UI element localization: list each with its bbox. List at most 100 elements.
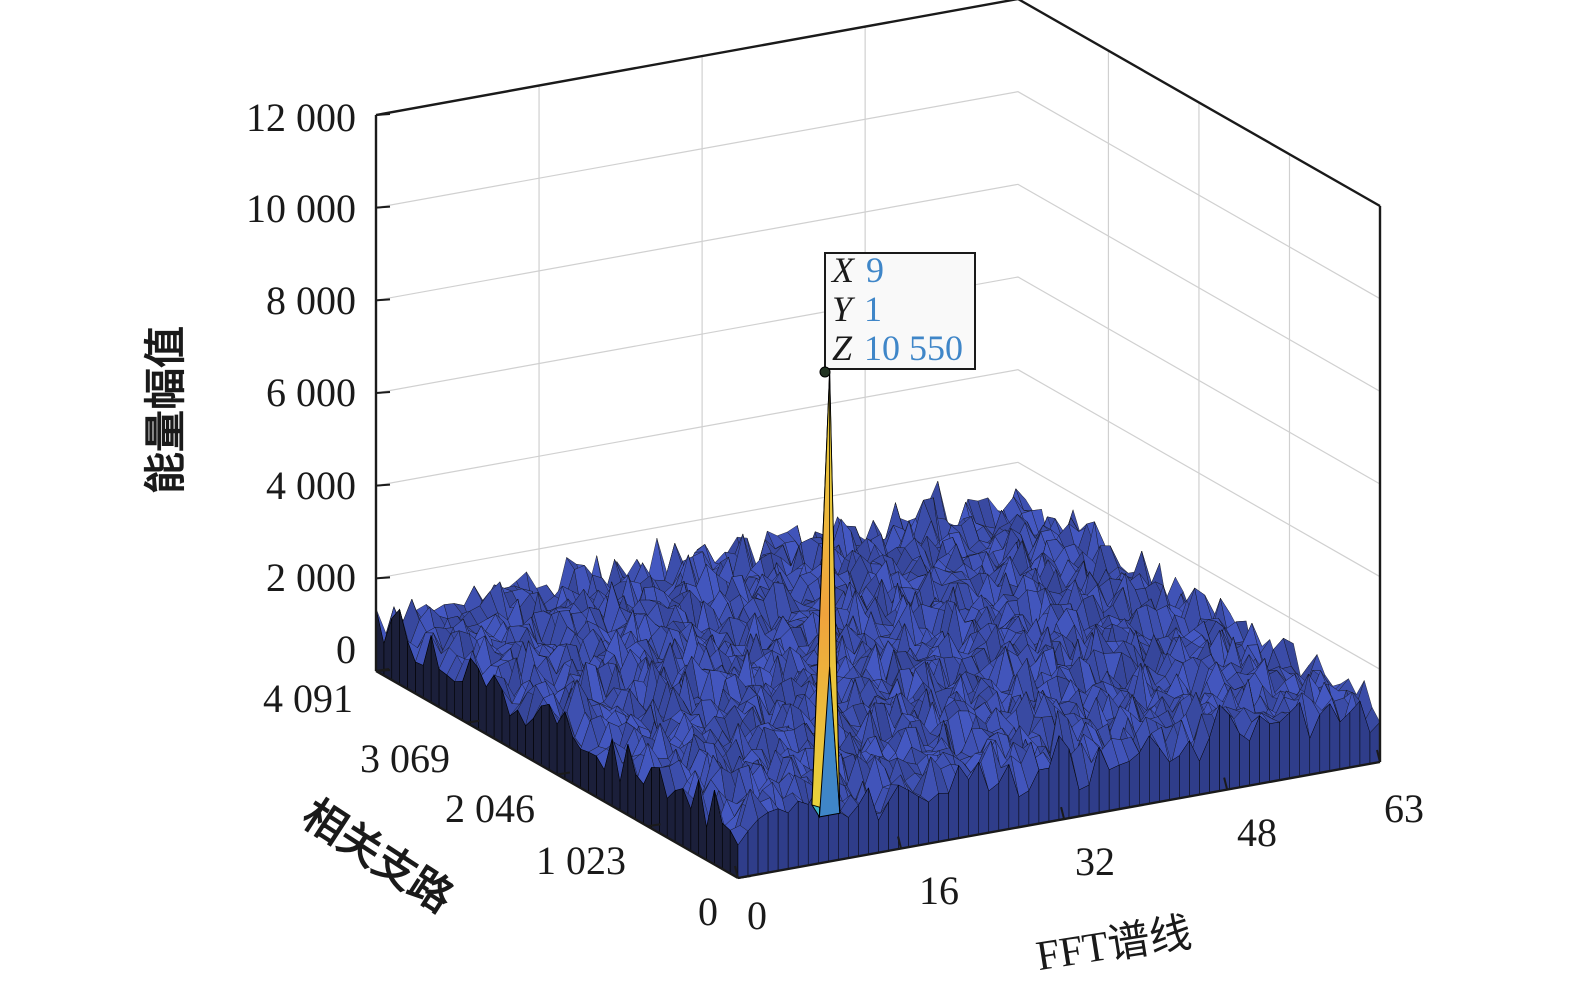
surface-front-facet: [1128, 752, 1140, 808]
x-tick-label: 0: [747, 893, 767, 938]
data-tip-x-value: 9: [866, 250, 884, 290]
surface-front-facet: [928, 792, 939, 844]
y-tick-mark: [375, 668, 390, 672]
z-tick-labels: 0 2 000 4 000 6 000 8 000 10 000 12 000: [246, 95, 356, 672]
grid-line-z: [375, 91, 1381, 300]
surface-side-facet: [674, 788, 684, 848]
grid-line-z: [375, 369, 1381, 578]
grid-line-z: [375, 276, 1381, 485]
data-tip-y-value: 1: [864, 289, 882, 329]
surface-side-facet: [540, 703, 550, 771]
axis-edge: [1017, 0, 1381, 208]
data-tip-z-row: Z 10 550: [832, 328, 963, 368]
surface-side-facet: [651, 767, 660, 834]
data-tip-marker: [819, 366, 831, 378]
grid-line-z: [375, 0, 1381, 207]
surface-front-facet: [1169, 755, 1180, 801]
surface-side-facet: [470, 657, 479, 731]
surface-front-facet: [1149, 734, 1160, 804]
x-tick-mark: [1060, 806, 1066, 820]
surface-front-facet: [1289, 701, 1300, 779]
surface-side-facet: [588, 751, 597, 798]
z-tick-label: 4 000: [266, 463, 356, 508]
surface-front-facet: [1078, 784, 1090, 817]
surface-front-facet: [757, 811, 769, 875]
surface-side-facet: [438, 668, 448, 713]
y-tick-label: 3 069: [360, 736, 450, 781]
surface-front-facet: [1118, 760, 1130, 810]
z-tick-label: 12 000: [246, 95, 356, 140]
y-tick-mark: [737, 875, 752, 879]
surface-front-facet: [767, 808, 779, 873]
surface-front-facet: [938, 792, 949, 843]
z-tick-label: 0: [336, 627, 356, 672]
data-tip-box: [824, 252, 976, 370]
x-tick-label: 32: [1075, 839, 1115, 884]
surface-front-facet: [1018, 790, 1030, 828]
surface-front-facet: [787, 800, 799, 870]
y-tick-label: 0: [698, 889, 718, 934]
surface-front-facet: [1279, 712, 1290, 781]
z-tick-mark: [375, 576, 391, 580]
y-tick-labels: 0 1 023 2 046 3 069 4 091: [263, 676, 718, 934]
y-tick-mark: [466, 719, 480, 724]
x-tick-mark: [1223, 777, 1229, 790]
axis-box: [374, 0, 1382, 880]
surface-side-facet: [509, 709, 518, 753]
y-tick-label: 2 046: [445, 786, 535, 831]
data-tip-x-row: X 9: [830, 250, 884, 290]
grid-line-z: [375, 183, 1381, 392]
surface-front-facet: [1339, 711, 1351, 770]
y-tick-label: 4 091: [263, 676, 353, 721]
surface-side-facet: [666, 789, 676, 843]
surface-side-facet: [415, 661, 424, 699]
x-axis-title: FFT谱线: [1033, 910, 1195, 980]
surface-side-facet: [721, 822, 731, 875]
peak-face-front-upper: [829, 372, 841, 814]
peak-spike: [811, 372, 841, 819]
x-tick-mark: [1376, 749, 1381, 763]
z-tick-mark: [375, 391, 391, 394]
data-tip-z-label: Z: [832, 328, 853, 368]
surface-front-facet: [908, 789, 919, 848]
surface-front-facet: [1269, 721, 1280, 783]
surface-side-facet: [580, 748, 589, 794]
surface-front-facet: [1239, 733, 1250, 788]
x-tick-mark: [734, 865, 739, 879]
surface-front-facet: [838, 810, 849, 861]
surface-side-facet: [454, 681, 463, 722]
z-tick-mark: [375, 205, 391, 209]
surface-front-facet: [988, 782, 1000, 833]
z-axis-title: 能量幅值: [141, 326, 190, 494]
x-tick-labels: 0 16 32 48 63: [747, 786, 1424, 938]
y-axis-title: 相关支路: [294, 790, 462, 923]
data-tip-x-label: X: [830, 250, 856, 290]
surface-front-facet: [797, 800, 809, 868]
surface-side-facet: [446, 674, 455, 717]
x-tick-label: 63: [1384, 786, 1424, 831]
surface-front-facet: [1108, 764, 1120, 812]
z-tick-mark: [375, 483, 391, 487]
z-tick-mark: [375, 113, 391, 116]
x-tick-label: 48: [1237, 810, 1277, 855]
surface-front-facet: [1038, 767, 1050, 824]
data-tip-z-value: 10 550: [864, 328, 963, 368]
z-tick-label: 8 000: [266, 278, 356, 323]
surface-front-facet: [1259, 715, 1270, 785]
surface-front-facet: [1349, 700, 1361, 768]
surface-side-facet: [556, 710, 566, 780]
y-tick-label: 1 023: [536, 838, 626, 883]
y-tick-mark: [647, 823, 661, 828]
surface-side-facet: [485, 674, 495, 740]
y-tick-mark: [556, 771, 571, 776]
data-tip: X 9 Y 1 Z 10 550: [819, 250, 976, 378]
z-tick-label: 6 000: [266, 370, 356, 415]
surface-front-facet: [898, 784, 909, 850]
axis-edge: [375, 0, 1019, 117]
surface-front-facet: [918, 796, 929, 846]
x-tick-label: 16: [919, 868, 959, 913]
surface-front-facet: [777, 808, 789, 872]
z-tick-label: 2 000: [266, 555, 356, 600]
